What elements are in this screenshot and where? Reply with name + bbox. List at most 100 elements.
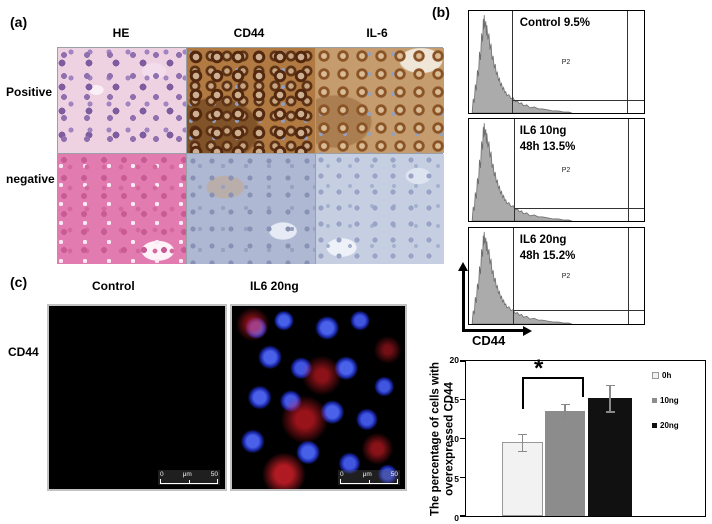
row-label-positive: Positive xyxy=(6,85,53,99)
ihc-image-il6-positive xyxy=(316,48,444,153)
y-tick-15: 15 xyxy=(449,394,459,405)
scale-unit: μm xyxy=(182,471,192,478)
legend-swatch-icon xyxy=(652,372,659,379)
histogram-curve xyxy=(469,11,574,113)
row-label-negative: negative xyxy=(6,172,55,186)
scale-bar: 0 μm 50 xyxy=(338,470,400,485)
y-tick-mark xyxy=(460,360,465,362)
gate-line-vertical-right xyxy=(628,119,630,221)
facs-title-line2: 48h 15.2% xyxy=(519,249,576,262)
scale-unit: μm xyxy=(362,471,372,478)
scale-end: 50 xyxy=(210,471,218,478)
y-tick-0: 0 xyxy=(454,513,459,523)
y-tick-mark xyxy=(460,437,465,440)
legend-swatch-icon xyxy=(652,423,657,428)
error-bar-20ng xyxy=(609,385,611,412)
legend-item-10ng: 10ng xyxy=(652,396,679,405)
y-tick-20: 20 xyxy=(449,355,459,365)
x-axis-arrowhead-icon xyxy=(523,326,532,336)
scale-bar-ruler xyxy=(340,479,398,484)
facs-plot-il6-10ng: IL6 10ng 48h 13.5% P2 xyxy=(468,118,645,222)
ihc-image-he-negative xyxy=(58,154,186,264)
gate-label-p2: P2 xyxy=(561,273,571,281)
facs-title-line1: IL6 10ng xyxy=(519,125,567,137)
confocal-header-il6-20ng: IL6 20ng xyxy=(250,279,299,293)
column-header-il6: IL-6 xyxy=(366,26,388,40)
significance-asterisk: * xyxy=(534,355,544,382)
facs-plot-title: Control 9.5% xyxy=(520,16,590,32)
panel-b-label: (b) xyxy=(432,4,450,20)
facs-plot-title: IL6 10ng 48h 13.5% xyxy=(520,124,576,155)
bar-10ng xyxy=(545,411,585,516)
x-axis-arrow xyxy=(462,329,524,332)
scale-end: 50 xyxy=(390,471,398,478)
y-axis-arrowhead-icon xyxy=(458,262,468,271)
scale-start: 0 xyxy=(160,471,164,478)
scale-bar-ruler xyxy=(160,479,218,484)
chart-legend: 0h 10ng 20ng xyxy=(652,371,679,446)
gate-line-horizontal xyxy=(511,99,644,101)
y-tick-5: 5 xyxy=(454,473,459,484)
confocal-image-control: 0 μm 50 xyxy=(47,304,227,491)
legend-item-0h: 0h xyxy=(652,371,679,380)
gate-line-vertical xyxy=(513,119,515,221)
y-tick-mark xyxy=(460,476,465,478)
error-bar-cap xyxy=(605,411,615,413)
ihc-image-cd44-positive xyxy=(187,48,315,153)
facs-x-axis-label: CD44 xyxy=(472,333,506,348)
significance-bracket-top xyxy=(522,377,584,379)
y-tick-mark xyxy=(460,515,465,517)
confocal-row-label-cd44: CD44 xyxy=(8,345,39,359)
y-axis-arrow xyxy=(462,270,465,331)
column-header-cd44: CD44 xyxy=(233,26,265,40)
bar-20ng xyxy=(588,398,632,516)
gate-label-p2: P2 xyxy=(561,166,571,174)
legend-item-20ng: 20ng xyxy=(652,421,679,430)
chart-y-tick-labels: 0 5 10 15 20 xyxy=(438,355,462,523)
error-bar-0h xyxy=(521,433,524,451)
y-tick-10: 10 xyxy=(449,434,459,444)
facs-title-line1: Control 9.5% xyxy=(519,17,591,29)
legend-swatch-icon xyxy=(652,398,657,403)
bar-chart-plot-area: * 0h 10ng 20ng xyxy=(460,355,706,517)
gate-line-vertical xyxy=(511,11,513,113)
ihc-image-cd44-negative xyxy=(187,154,315,264)
bar-0h xyxy=(502,442,543,516)
column-header-he: HE xyxy=(112,26,130,40)
y-tick-mark xyxy=(460,399,465,401)
legend-label: 20ng xyxy=(660,421,679,430)
gate-line-horizontal xyxy=(513,207,644,209)
significance-bracket-right xyxy=(582,377,584,397)
legend-label: 10ng xyxy=(660,396,679,405)
significance-bracket-left xyxy=(522,377,524,409)
panel-c-label: (c) xyxy=(10,274,28,290)
facs-plot-il6-20ng: IL6 20ng 48h 15.2% P2 xyxy=(468,227,645,325)
scale-bar: 0 μm 50 xyxy=(158,470,220,485)
confocal-image-il6-20ng: 0 μm 50 xyxy=(230,304,407,491)
confocal-header-control: Control xyxy=(92,279,135,293)
error-bar-cap xyxy=(518,450,527,453)
facs-title-line1: IL6 20ng xyxy=(519,234,567,246)
error-bar-cap xyxy=(560,419,570,421)
error-bar-cap xyxy=(518,433,527,436)
gate-line-vertical-right xyxy=(627,11,629,113)
error-bar-10ng xyxy=(564,403,566,420)
ihc-image-he-positive xyxy=(58,48,186,153)
ihc-image-grid xyxy=(57,47,444,264)
histogram-curve xyxy=(469,119,574,221)
gate-line-vertical xyxy=(512,228,514,324)
ihc-image-il6-negative xyxy=(316,154,444,264)
error-bar-cap xyxy=(560,403,570,405)
legend-label: 0h xyxy=(662,371,672,380)
scale-bar-labels: 0 μm 50 xyxy=(160,471,218,478)
histogram-curve xyxy=(469,228,574,324)
facs-plot-control: Control 9.5% P2 xyxy=(468,10,645,114)
error-bar-cap xyxy=(605,385,615,387)
panel-a-label: (a) xyxy=(10,14,28,30)
facs-title-line2: 48h 13.5% xyxy=(519,140,576,153)
scale-start: 0 xyxy=(340,471,344,478)
gate-line-vertical-right xyxy=(628,228,630,324)
gate-line-horizontal xyxy=(512,309,644,311)
facs-plot-title: IL6 20ng 48h 15.2% xyxy=(520,233,576,264)
